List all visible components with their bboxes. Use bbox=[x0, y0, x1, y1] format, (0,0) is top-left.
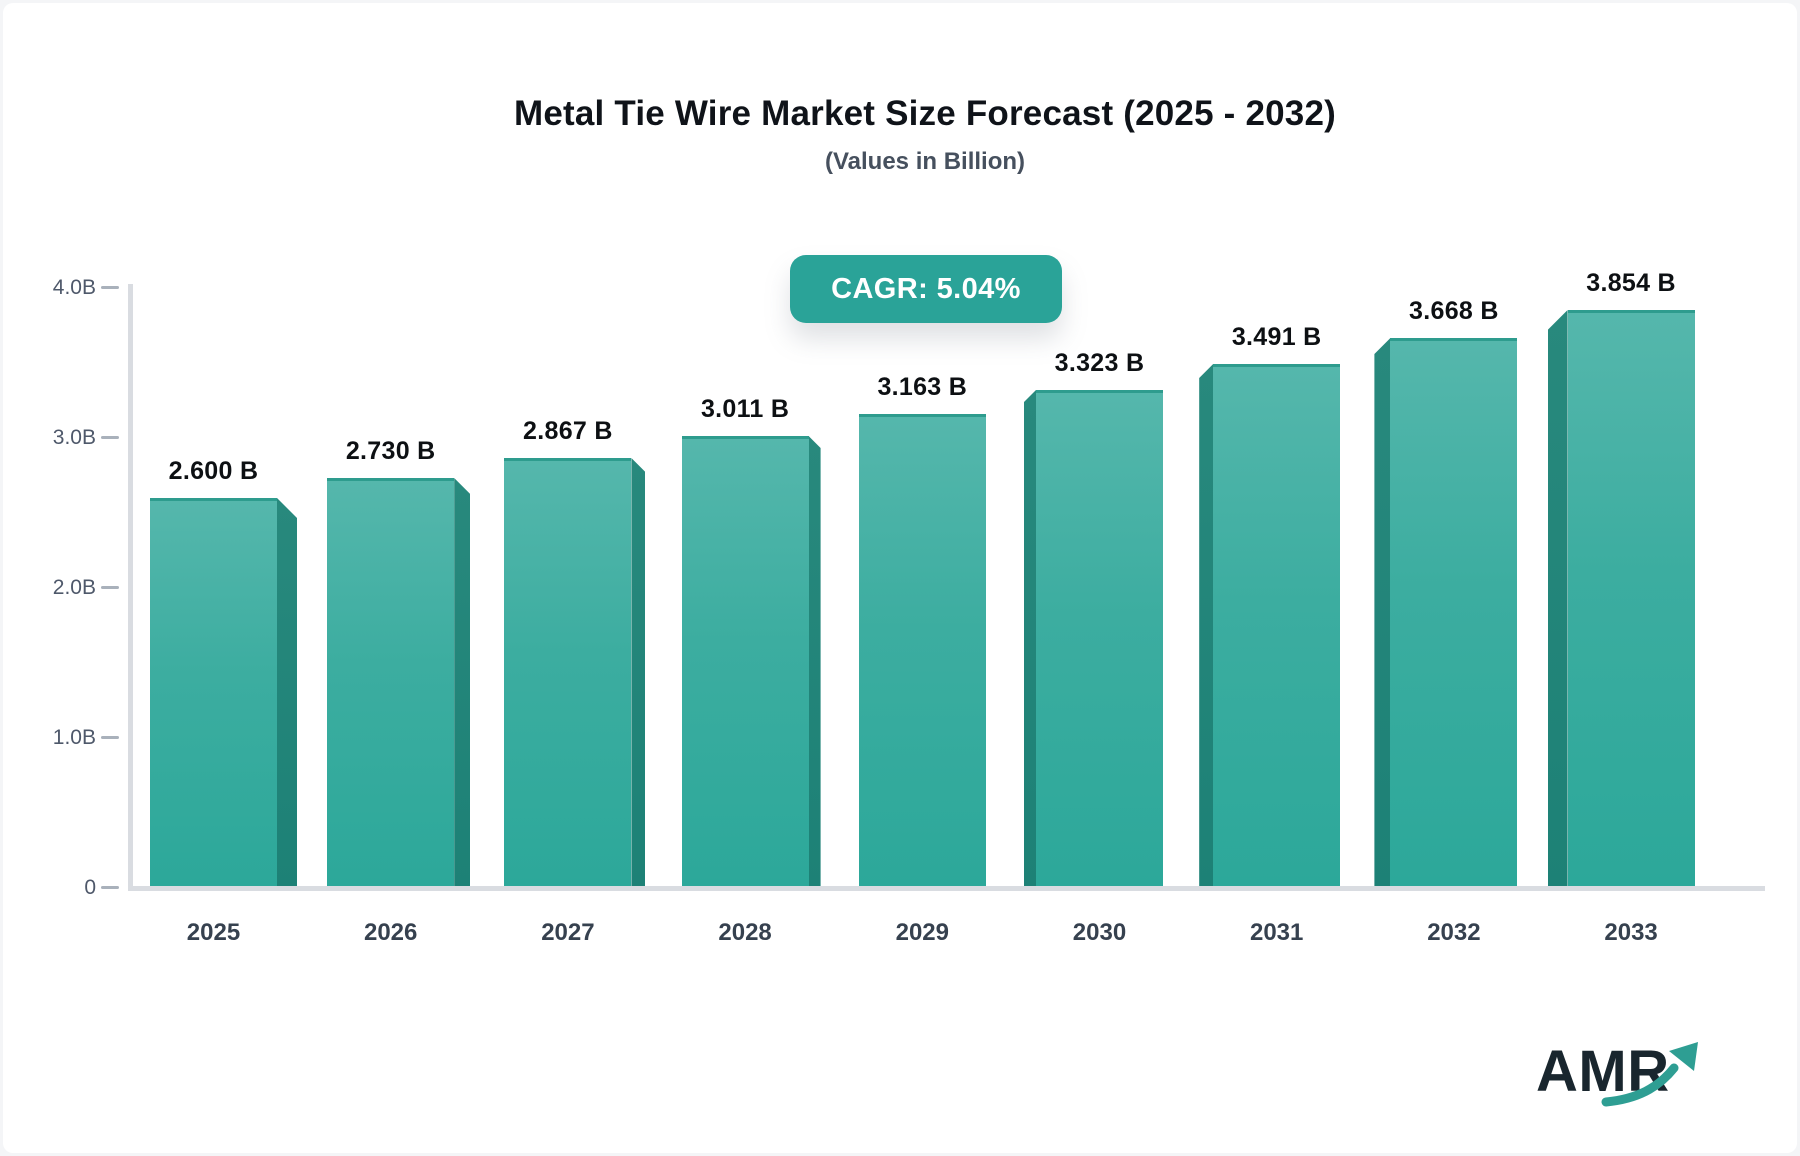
x-axis-tick-label: 2025 bbox=[186, 919, 241, 946]
y-axis-tick-mark bbox=[101, 886, 119, 889]
x-axis-tick-label: 2028 bbox=[718, 919, 772, 946]
bar-2032 bbox=[1390, 338, 1518, 888]
bar-side-face bbox=[808, 436, 821, 888]
x-axis-baseline bbox=[128, 886, 1765, 891]
x-axis-tick-label: 2032 bbox=[1427, 919, 1481, 946]
x-axis-tick-label: 2033 bbox=[1604, 919, 1658, 946]
y-axis-tick-mark bbox=[101, 736, 119, 739]
bar-side-face bbox=[277, 498, 297, 888]
bar-2029 bbox=[858, 414, 986, 888]
bar-2028 bbox=[681, 436, 809, 888]
bar-side-face bbox=[1024, 390, 1036, 888]
y-axis-tick-mark bbox=[101, 436, 119, 439]
bar-2027 bbox=[504, 458, 632, 888]
bar-value-label: 3.163 B bbox=[877, 373, 968, 401]
bar-value-label: 3.011 B bbox=[700, 395, 790, 423]
bar-side-face bbox=[1547, 310, 1568, 888]
bar-side-face bbox=[631, 458, 646, 888]
growth-arrow-icon bbox=[1601, 1042, 1698, 1107]
bar-side-face bbox=[1199, 364, 1214, 888]
bar-2030 bbox=[1036, 390, 1163, 888]
page-subtitle: (Values in Billion) bbox=[824, 148, 1026, 175]
page-title: Metal Tie Wire Market Size Forecast (202… bbox=[514, 94, 1336, 133]
bar-side-face bbox=[1374, 338, 1391, 888]
y-axis-tick-mark bbox=[101, 286, 119, 289]
y-axis-line bbox=[128, 284, 133, 888]
y-axis-tick-mark bbox=[101, 586, 119, 589]
bar-2025 bbox=[150, 498, 277, 888]
bar-side-face bbox=[454, 478, 471, 888]
y-axis-tick-label: 2.0B bbox=[52, 576, 96, 599]
bar-value-label: 3.668 B bbox=[1409, 297, 1499, 325]
brand-logo: AMR bbox=[1536, 1038, 1726, 1118]
bar-value-label: 2.867 B bbox=[523, 417, 613, 445]
bar-value-label: 2.730 B bbox=[345, 437, 436, 465]
y-axis-tick-label: 3.0B bbox=[52, 426, 96, 449]
x-axis-tick-label: 2029 bbox=[895, 919, 949, 946]
y-axis-tick-label: 1.0B bbox=[52, 726, 96, 749]
bar-value-label: 2.600 B bbox=[168, 457, 259, 485]
bar-2026 bbox=[327, 478, 455, 888]
bar-2031 bbox=[1213, 364, 1341, 888]
bar-value-label: 3.491 B bbox=[1231, 323, 1322, 351]
cagr-badge: CAGR: 5.04% bbox=[790, 255, 1062, 323]
bar-2033 bbox=[1567, 310, 1695, 888]
y-axis-tick-label: 0 bbox=[84, 876, 96, 899]
bar-value-label: 3.854 B bbox=[1586, 269, 1676, 297]
y-axis-tick-label: 4.0B bbox=[52, 276, 96, 299]
x-axis-tick-label: 2026 bbox=[363, 919, 418, 946]
cagr-badge-label: CAGR: 5.04% bbox=[831, 272, 1021, 305]
x-axis-tick-label: 2027 bbox=[541, 919, 595, 946]
bar-value-label: 3.323 B bbox=[1054, 349, 1145, 377]
x-axis-tick-label: 2030 bbox=[1072, 919, 1127, 946]
x-axis-tick-label: 2031 bbox=[1249, 919, 1304, 946]
